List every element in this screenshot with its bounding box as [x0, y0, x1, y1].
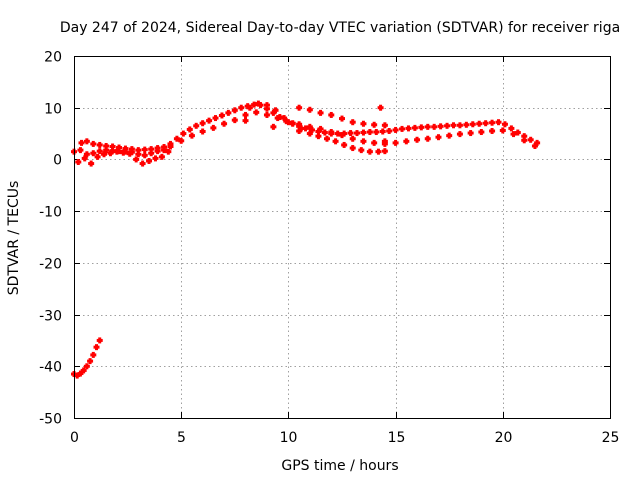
y-tick-label: -40 [39, 360, 62, 376]
plot-frame [74, 56, 611, 419]
x-tick-label: 10 [280, 430, 298, 446]
series-band-4 [246, 100, 388, 155]
y-tick-label: -10 [39, 205, 62, 221]
x-tick-label: 20 [495, 430, 513, 446]
y-axis-label: SDTVAR / TECUs [6, 181, 22, 296]
grid [74, 56, 610, 418]
y-tick-label: -30 [39, 309, 62, 325]
y-tick-label: 0 [53, 153, 62, 169]
y-tick-label: 10 [44, 102, 62, 118]
chart-title: Day 247 of 2024, Sidereal Day-to-day VTE… [60, 20, 620, 36]
x-tick-label: 15 [388, 430, 406, 446]
x-axis-label: GPS time / hours [281, 458, 398, 474]
x-tick-label: 0 [70, 430, 79, 446]
series-band-7 [242, 104, 388, 145]
y-tick-label: -20 [39, 257, 62, 273]
data-points [71, 100, 541, 379]
tick-labels: 0 5 10 15 20 25 -50 -40 -30 -20 -10 0 10 20 [39, 50, 619, 447]
x-tick-label: 5 [177, 430, 186, 446]
x-tick-label: 25 [602, 430, 620, 446]
series-band-5 [296, 104, 388, 129]
y-tick-label: 20 [44, 50, 62, 66]
series-band-3 [75, 148, 172, 167]
y-tick-label: -50 [39, 412, 62, 428]
